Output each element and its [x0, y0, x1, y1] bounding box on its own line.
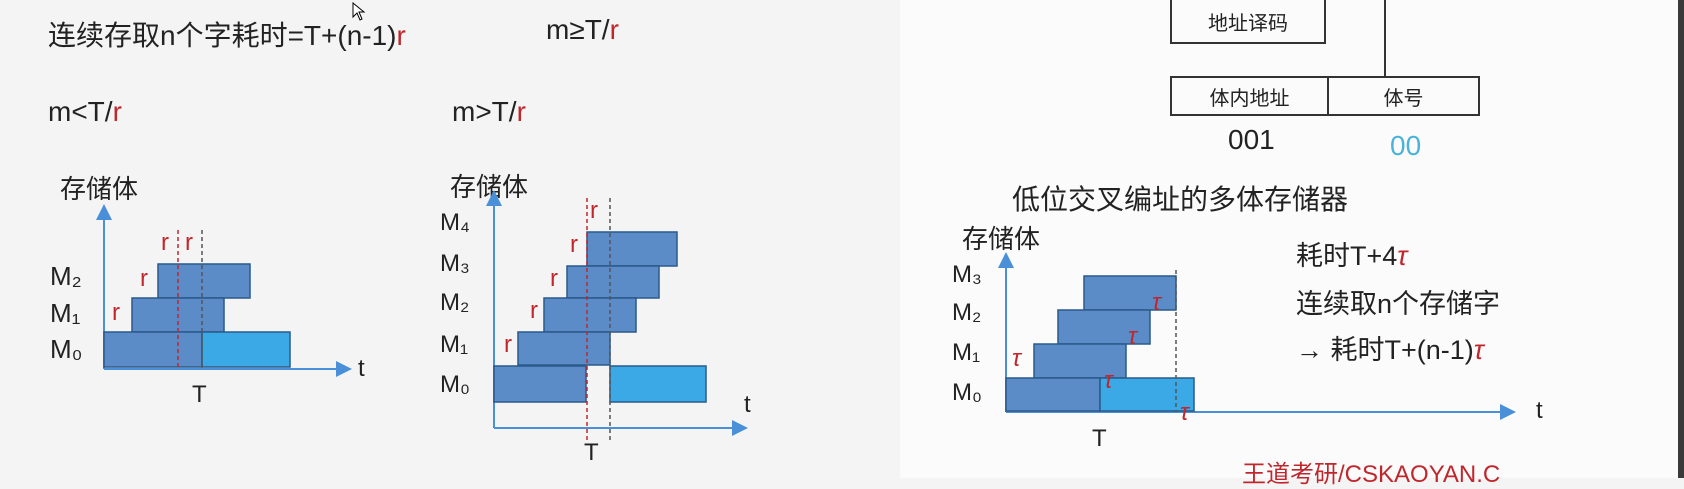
- tau-label: τ: [1012, 345, 1023, 372]
- bank-number-field: 体号: [1329, 78, 1478, 114]
- mouse-cursor-icon: [352, 2, 366, 21]
- condition-gt: m>T/r: [452, 96, 526, 128]
- diagram-interleaved: 存储体 t M₃ M₂ M₁ M₀ τ τ τ τ τ T: [952, 224, 1543, 452]
- bar-m3: [1083, 275, 1177, 311]
- module-label-m2: M₂: [50, 261, 82, 291]
- r-label: r: [185, 229, 193, 256]
- address-field-row: 体内地址 体号: [1170, 76, 1480, 116]
- module-label-m1: M₁: [440, 331, 468, 358]
- t-label: T: [192, 381, 207, 408]
- condition-lt-r: r: [112, 96, 122, 127]
- bar-m0-access: [103, 331, 203, 368]
- address-decode-box: 地址译码: [1170, 0, 1326, 44]
- module-label-m0: M₀: [952, 379, 982, 406]
- tau-label: τ: [1128, 323, 1139, 350]
- condition-lt: m<T/r: [48, 96, 122, 128]
- x-axis-label: t: [744, 391, 751, 418]
- y-axis-label: 存储体: [60, 174, 138, 204]
- condition-lt-text: m<T/: [48, 96, 113, 127]
- module-label-m1: M₁: [50, 298, 81, 328]
- note-total-time: 耗时T+4τ: [1296, 234, 1407, 273]
- bar-m1: [517, 331, 611, 366]
- x-axis-label: t: [358, 355, 365, 382]
- formula-access-time-r: r: [396, 20, 406, 51]
- module-label-m4: M₄: [440, 209, 470, 236]
- bank-number-value: 00: [1390, 130, 1422, 161]
- diagram-m-lt: 存储体 t M₂ M₁ M₀ r r r r T: [50, 174, 365, 408]
- bar-m0-access: [493, 365, 587, 403]
- t-label: T: [1092, 425, 1107, 452]
- condition-ge-text: m≥T/: [546, 14, 610, 45]
- right-edge-bar: [1678, 0, 1684, 478]
- note-total-time-tau: τ: [1397, 241, 1408, 271]
- t-label: T: [584, 439, 599, 466]
- module-label-m0: M₀: [50, 334, 82, 364]
- r-label: r: [550, 265, 558, 292]
- bar-m2: [543, 297, 637, 333]
- condition-ge: m≥T/r: [546, 14, 619, 46]
- note-continuous-time-tau: τ: [1473, 335, 1484, 365]
- note-continuous-time: → 耗时T+(n-1)τ: [1296, 328, 1484, 367]
- tau-label: τ: [1180, 399, 1191, 426]
- tau-label: τ: [1152, 289, 1163, 316]
- bar-m4: [586, 231, 678, 267]
- r-label: r: [161, 229, 169, 256]
- in-bank-address-label: 体内地址: [1209, 85, 1290, 110]
- r-label: r: [112, 299, 120, 326]
- module-label-m2: M₂: [952, 299, 981, 326]
- address-decode-label: 地址译码: [1208, 10, 1288, 35]
- bar-m0-wait: [201, 331, 291, 368]
- formula-access-time: 连续存取n个字耗时=T+(n-1)r: [48, 14, 406, 54]
- r-label: r: [504, 331, 512, 358]
- module-label-m0: M₀: [440, 371, 470, 398]
- r-label: r: [140, 265, 148, 292]
- watermark: 王道考研/CSKAOYAN.C: [1242, 461, 1501, 488]
- in-bank-address-value: 001: [1228, 124, 1275, 155]
- note-continuous-read: 连续取n个存储字: [1296, 289, 1501, 319]
- diagram-m-gt: 存储体 t M₄ M₃ M₂ M₁ M₀ r r r r r T: [440, 172, 751, 466]
- module-label-m2: M₂: [440, 289, 469, 316]
- y-axis-label: 存储体: [962, 224, 1040, 254]
- r-label: r: [530, 297, 538, 324]
- r-label: r: [590, 197, 598, 224]
- in-bank-address-field: 体内地址: [1172, 78, 1329, 114]
- r-label: r: [570, 231, 578, 258]
- y-axis-label: 存储体: [450, 172, 528, 202]
- bar-m0-next: [1099, 377, 1195, 412]
- tau-label: τ: [1104, 367, 1115, 394]
- right-title: 低位交叉编址的多体存储器: [1012, 184, 1349, 215]
- formula-access-time-text: 连续存取n个字耗时=T+(n-1): [48, 20, 397, 51]
- bar-m0-next: [609, 365, 707, 403]
- module-label-m3: M₃: [952, 261, 982, 288]
- bar-m1: [1033, 343, 1127, 379]
- bar-m0-access: [1005, 377, 1101, 412]
- bar-m2: [157, 263, 251, 299]
- condition-gt-r: r: [516, 96, 526, 127]
- x-axis-label: t: [1536, 397, 1543, 424]
- module-label-m3: M₃: [440, 250, 470, 277]
- note-continuous-time-text: → 耗时T+(n-1): [1296, 335, 1474, 365]
- bank-number-label: 体号: [1383, 85, 1424, 110]
- bar-m3: [566, 265, 660, 299]
- condition-gt-text: m>T/: [452, 96, 517, 127]
- note-total-time-text: 耗时T+4: [1296, 241, 1398, 271]
- module-label-m1: M₁: [952, 339, 980, 366]
- decode-connector-line: [1384, 0, 1386, 76]
- condition-ge-r: r: [609, 14, 619, 45]
